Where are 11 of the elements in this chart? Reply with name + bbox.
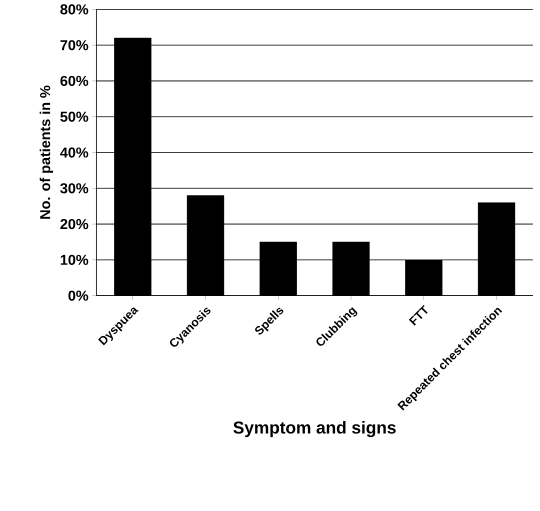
y-tick-label: 50% bbox=[60, 112, 88, 122]
y-axis-title: No. of patients in % bbox=[40, 86, 54, 219]
y-tick-label: 0% bbox=[68, 290, 88, 301]
y-tick-label: 20% bbox=[60, 218, 88, 230]
y-tick-label: 70% bbox=[60, 40, 88, 50]
y-tick-label: 40% bbox=[60, 147, 88, 158]
y-tick-label: 30% bbox=[60, 183, 88, 194]
y-tick-label: 60% bbox=[60, 76, 88, 86]
x-axis-title: Symptom and signs bbox=[233, 420, 396, 438]
y-tick-label: 80% bbox=[60, 4, 88, 14]
y-tick-label: 10% bbox=[60, 254, 88, 265]
